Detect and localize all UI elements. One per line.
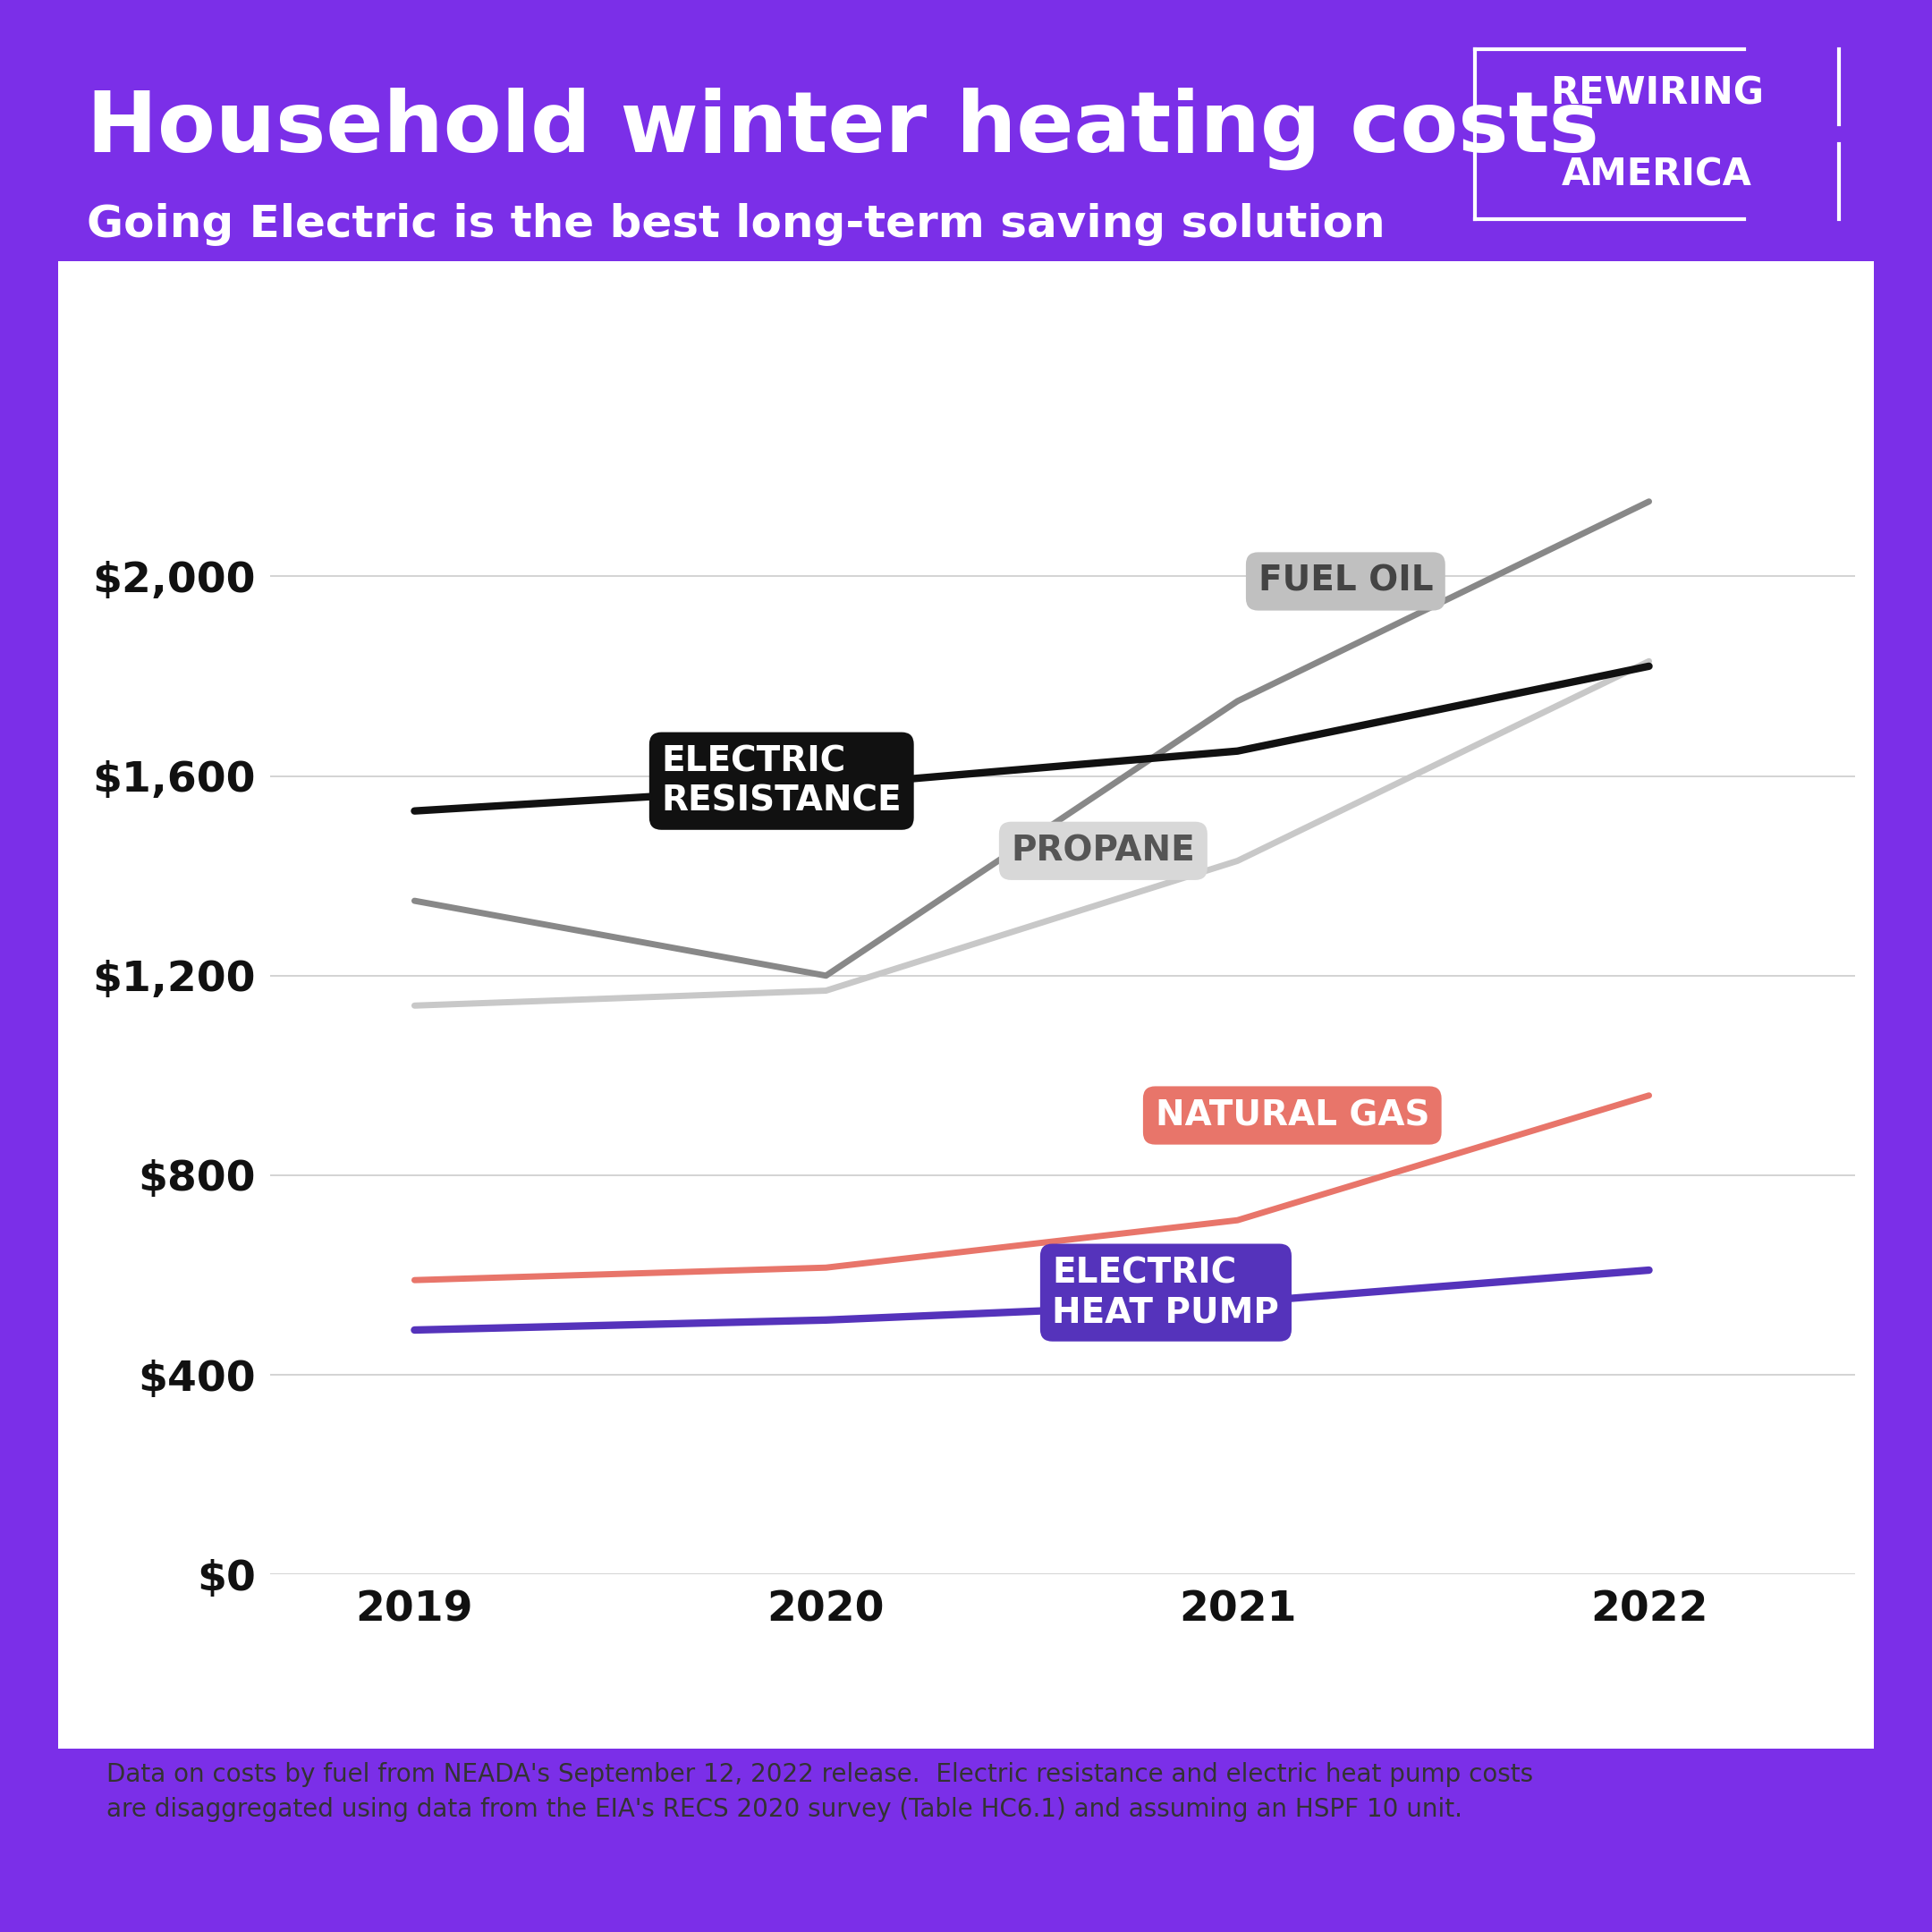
Text: FUEL OIL: FUEL OIL (1258, 564, 1434, 599)
Text: ELECTRIC
HEAT PUMP: ELECTRIC HEAT PUMP (1053, 1256, 1279, 1329)
Text: REWIRING: REWIRING (1549, 75, 1764, 112)
Text: AMERICA: AMERICA (1561, 156, 1752, 193)
Text: Data on costs by fuel from NEADA's September 12, 2022 release.  Electric resista: Data on costs by fuel from NEADA's Septe… (106, 1762, 1532, 1822)
FancyBboxPatch shape (41, 245, 1891, 1764)
Text: PROPANE: PROPANE (1010, 835, 1196, 867)
Text: Household winter heating costs: Household winter heating costs (87, 87, 1600, 170)
Text: NATURAL GAS: NATURAL GAS (1155, 1099, 1430, 1132)
Text: Going Electric is the best long-term saving solution: Going Electric is the best long-term sav… (87, 203, 1385, 245)
Text: ELECTRIC
RESISTANCE: ELECTRIC RESISTANCE (661, 744, 902, 817)
